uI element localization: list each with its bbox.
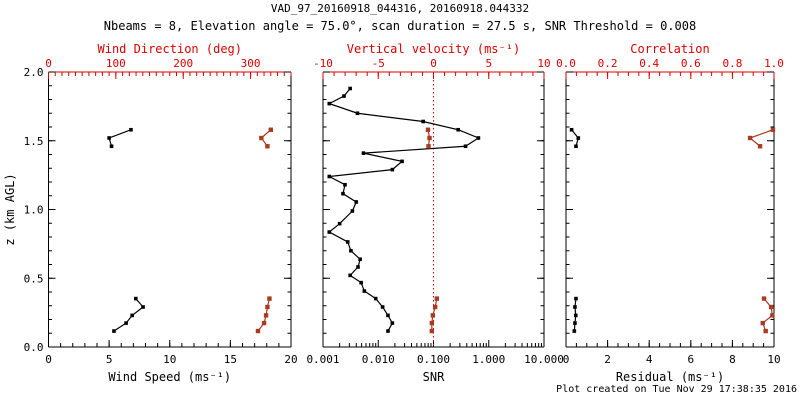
svg-text:1.000: 1.000	[472, 353, 505, 366]
svg-text:0.6: 0.6	[681, 57, 701, 70]
svg-text:1.0: 1.0	[24, 204, 44, 217]
svg-text:0: 0	[45, 353, 52, 366]
svg-text:0.0: 0.0	[556, 57, 576, 70]
svg-text:8: 8	[729, 353, 736, 366]
svg-text:6: 6	[687, 353, 694, 366]
svg-text:10: 10	[767, 353, 780, 366]
svg-text:Residual (ms⁻¹): Residual (ms⁻¹)	[616, 370, 724, 384]
svg-text:0.001: 0.001	[306, 353, 339, 366]
svg-text:2.0: 2.0	[24, 66, 44, 79]
svg-text:1.5: 1.5	[24, 135, 44, 148]
svg-text:200: 200	[173, 57, 193, 70]
svg-text:-5: -5	[372, 57, 385, 70]
svg-text:10: 10	[537, 57, 550, 70]
svg-text:0.010: 0.010	[362, 353, 395, 366]
svg-text:0.0: 0.0	[24, 341, 44, 354]
svg-text:15: 15	[224, 353, 237, 366]
svg-text:0.4: 0.4	[639, 57, 659, 70]
plot-created-timestamp: Plot created on Tue Nov 29 17:38:35 2016	[556, 384, 797, 395]
svg-text:0: 0	[563, 353, 570, 366]
svg-text:Correlation: Correlation	[630, 42, 709, 56]
plot-subtitle: Nbeams = 8, Elevation angle = 75.0°, sca…	[103, 19, 697, 33]
svg-text:5: 5	[106, 353, 113, 366]
plot-title: VAD_97_20160918_044316, 20160918.044332	[270, 2, 530, 15]
svg-text:10: 10	[163, 353, 176, 366]
svg-text:0.8: 0.8	[722, 57, 742, 70]
svg-text:z (km AGL): z (km AGL)	[3, 173, 17, 245]
svg-text:Vertical velocity (ms⁻¹): Vertical velocity (ms⁻¹)	[347, 42, 520, 56]
svg-text:300: 300	[241, 57, 261, 70]
svg-text:2: 2	[604, 353, 611, 366]
svg-text:0.5: 0.5	[24, 272, 44, 285]
svg-text:0.100: 0.100	[417, 353, 450, 366]
svg-text:0.2: 0.2	[598, 57, 618, 70]
svg-text:1.0: 1.0	[764, 57, 784, 70]
svg-text:10.000: 10.000	[524, 353, 564, 366]
svg-text:Wind Direction (deg): Wind Direction (deg)	[98, 42, 243, 56]
svg-text:100: 100	[106, 57, 126, 70]
svg-text:0: 0	[430, 57, 437, 70]
svg-text:4: 4	[646, 353, 653, 366]
svg-text:SNR: SNR	[423, 370, 445, 384]
svg-text:5: 5	[485, 57, 492, 70]
svg-text:0: 0	[45, 57, 52, 70]
svg-text:20: 20	[284, 353, 297, 366]
svg-text:-10: -10	[313, 57, 333, 70]
svg-text:Wind Speed (ms⁻¹): Wind Speed (ms⁻¹)	[108, 370, 231, 384]
